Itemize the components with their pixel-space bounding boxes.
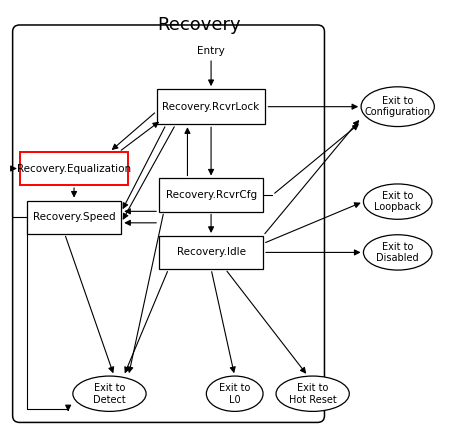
- Ellipse shape: [364, 184, 432, 219]
- FancyBboxPatch shape: [27, 201, 121, 233]
- Text: Recovery.RcvrCfg: Recovery.RcvrCfg: [165, 190, 256, 200]
- Text: Exit to
Hot Reset: Exit to Hot Reset: [289, 383, 337, 404]
- Text: Recovery.Equalization: Recovery.Equalization: [17, 163, 131, 174]
- Text: Recovery: Recovery: [157, 16, 241, 34]
- Text: Recovery.RcvrLock: Recovery.RcvrLock: [163, 102, 260, 112]
- Text: Exit to
Loopback: Exit to Loopback: [374, 191, 421, 213]
- Text: Entry: Entry: [197, 46, 225, 56]
- Text: Exit to
L0: Exit to L0: [219, 383, 250, 404]
- FancyBboxPatch shape: [159, 179, 263, 212]
- Ellipse shape: [73, 376, 146, 412]
- FancyBboxPatch shape: [159, 236, 263, 269]
- Text: Exit to
Disabled: Exit to Disabled: [376, 241, 419, 263]
- FancyBboxPatch shape: [157, 89, 265, 124]
- Ellipse shape: [364, 235, 432, 270]
- Ellipse shape: [361, 87, 434, 127]
- Text: Exit to
Detect: Exit to Detect: [93, 383, 126, 404]
- Ellipse shape: [206, 376, 263, 412]
- Text: Recovery.Idle: Recovery.Idle: [177, 247, 246, 257]
- Text: Exit to
Configuration: Exit to Configuration: [365, 96, 431, 117]
- Ellipse shape: [276, 376, 349, 412]
- FancyBboxPatch shape: [20, 152, 128, 185]
- Text: Recovery.Speed: Recovery.Speed: [33, 212, 115, 222]
